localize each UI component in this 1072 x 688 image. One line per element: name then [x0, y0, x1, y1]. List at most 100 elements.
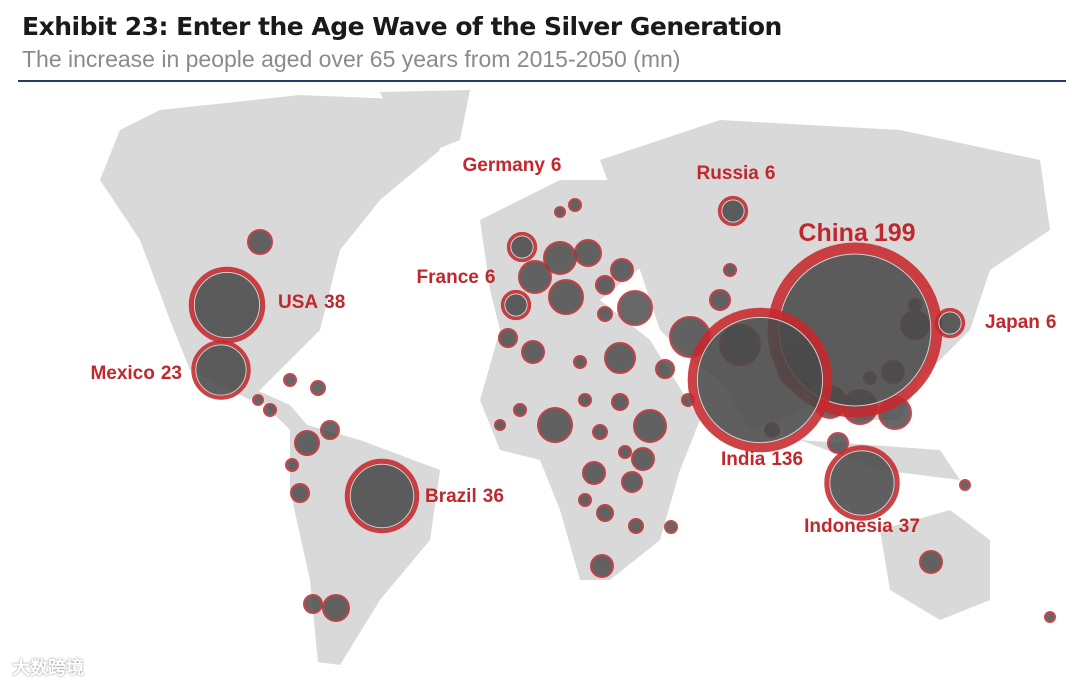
country-name: USA [278, 292, 318, 313]
minor-bubble [322, 594, 350, 622]
country-value: 37 [899, 516, 920, 537]
bubble-ring [721, 199, 745, 223]
minor-bubble [252, 394, 264, 406]
bubble-label: Germany 6 [463, 155, 562, 176]
country-name: India [721, 449, 766, 470]
bubble-ring [510, 235, 534, 259]
minor-bubble [263, 403, 277, 417]
bubble-label: Mexico 23 [90, 363, 182, 384]
country-value: 6 [765, 163, 776, 184]
minor-bubble [628, 518, 644, 534]
country-name: China [798, 219, 869, 247]
south-america [290, 420, 440, 665]
minor-bubble [247, 229, 273, 255]
bubble-label: India 136 [721, 449, 803, 470]
minor-bubble [494, 419, 506, 431]
bubble [188, 266, 266, 344]
minor-bubble [582, 461, 606, 485]
minor-bubble [621, 471, 643, 493]
minor-bubble [498, 328, 518, 348]
country-name: Russia [697, 163, 760, 184]
minor-bubble [574, 239, 602, 267]
bubble [506, 231, 538, 263]
bubble-ring [193, 271, 261, 339]
bubble [500, 289, 532, 321]
minor-bubble [610, 258, 634, 282]
minor-bubble [303, 594, 323, 614]
minor-bubble [543, 241, 577, 275]
watermark: 大数跨境 [12, 658, 84, 678]
bubble [687, 307, 833, 453]
minor-bubble [294, 430, 320, 456]
bubble-ring [829, 450, 895, 516]
minor-bubble [283, 373, 297, 387]
minor-bubble [631, 447, 655, 471]
bubble-label: France 6 [417, 267, 496, 288]
bubble-label: Indonesia 37 [804, 516, 920, 537]
minor-bubble [959, 479, 971, 491]
greenland [380, 90, 470, 160]
minor-bubble [513, 403, 527, 417]
minor-bubble [290, 483, 310, 503]
country-value: 6 [551, 155, 562, 176]
minor-bubble [573, 355, 587, 369]
major-bubbles: China 199 India 136 USA 38 Indonesia 37 Brazil 36… [90, 155, 1056, 537]
minor-bubble [597, 306, 613, 322]
minor-bubble [592, 424, 608, 440]
country-value: 36 [483, 486, 504, 507]
minor-bubble [554, 206, 566, 218]
bubble-ring [696, 316, 824, 444]
bubble-ring [938, 311, 962, 335]
subtitle: The increase in people aged over 65 year… [22, 46, 681, 72]
bubble-ring [349, 463, 415, 529]
minor-bubble [568, 198, 582, 212]
minor-bubble [595, 275, 615, 295]
bubble [191, 340, 251, 400]
minor-bubble [919, 550, 943, 574]
minor-bubble [709, 289, 731, 311]
minor-bubble [578, 393, 592, 407]
country-name: Mexico [90, 363, 154, 384]
bubble-label: Brazil 36 [425, 486, 504, 507]
country-value: 199 [874, 219, 916, 247]
minor-bubble [723, 263, 737, 277]
minor-bubble [537, 407, 573, 443]
bubble-label: USA 38 [278, 292, 345, 313]
bubble-ring [195, 344, 247, 396]
minor-bubble [285, 458, 299, 472]
country-name: France [417, 267, 479, 288]
country-value: 136 [771, 449, 803, 470]
country-name: Germany [463, 155, 546, 176]
minor-bubble [521, 340, 545, 364]
bubble-label: Russia 6 [697, 163, 776, 184]
minor-bubble [590, 554, 614, 578]
minor-bubble [618, 445, 632, 459]
bubble [934, 307, 966, 339]
header-rule [18, 80, 1066, 82]
minor-bubble [518, 260, 552, 294]
minor-bubble [664, 520, 678, 534]
bubble [344, 458, 420, 534]
bubble-ring [504, 293, 528, 317]
minor-bubble [310, 380, 326, 396]
minor-bubble [578, 493, 592, 507]
country-value: 23 [161, 363, 182, 384]
bubble [824, 445, 900, 521]
bubble-label: Japan 6 [985, 312, 1057, 333]
minor-bubble [827, 432, 849, 454]
bubble-label: China 199 [798, 219, 915, 247]
minor-bubble [596, 504, 614, 522]
minor-bubble [1044, 611, 1056, 623]
minor-bubble [611, 393, 629, 411]
minor-bubble [617, 290, 653, 326]
country-value: 6 [1046, 312, 1057, 333]
minor-bubble [320, 420, 340, 440]
minor-bubble [655, 359, 675, 379]
bubble [717, 195, 749, 227]
country-name: Japan [985, 312, 1040, 333]
country-value: 6 [485, 267, 496, 288]
country-name: Indonesia [804, 516, 893, 537]
title: Exhibit 23: Enter the Age Wave of the Si… [22, 12, 782, 41]
